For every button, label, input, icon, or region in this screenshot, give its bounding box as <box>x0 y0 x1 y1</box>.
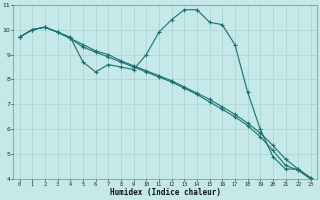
X-axis label: Humidex (Indice chaleur): Humidex (Indice chaleur) <box>110 188 221 197</box>
